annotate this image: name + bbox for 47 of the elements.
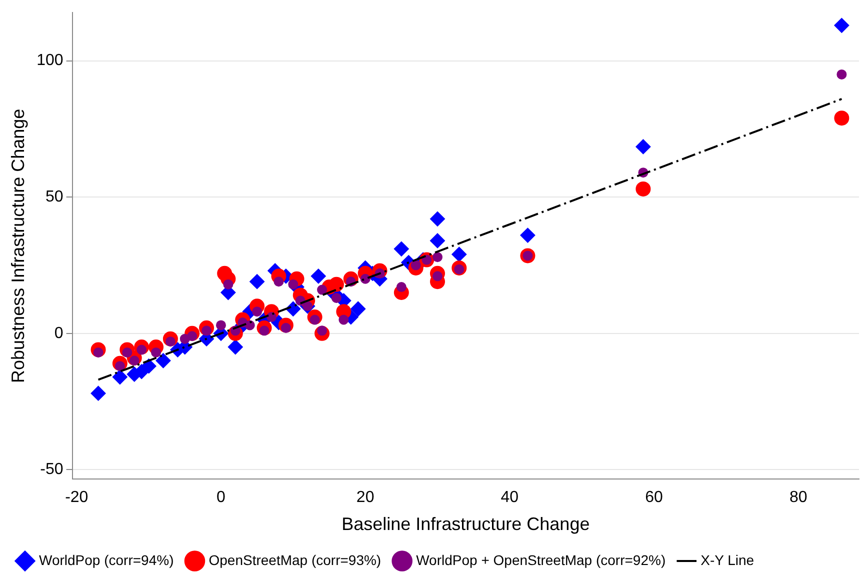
point xyxy=(636,181,651,196)
x-tick-label: 40 xyxy=(500,489,519,506)
point xyxy=(216,320,226,330)
y-tick-label: 100 xyxy=(36,52,64,70)
legend-label: X-Y Line xyxy=(700,552,754,568)
point xyxy=(156,353,171,368)
point xyxy=(151,347,162,358)
point xyxy=(310,268,326,284)
point xyxy=(331,292,342,303)
point xyxy=(180,334,190,344)
point xyxy=(834,18,850,33)
legend-label: WorldPop + OpenStreetMap (corr=92%) xyxy=(416,552,666,568)
point xyxy=(396,282,406,292)
point xyxy=(288,279,298,290)
y-tick-label: 50 xyxy=(46,188,64,206)
point xyxy=(430,233,445,248)
legend-label: OpenStreetMap (corr=93%) xyxy=(208,552,382,568)
point xyxy=(452,246,467,262)
y-axis-title: Robustness Infrastructure Change xyxy=(8,108,28,383)
point xyxy=(834,110,850,126)
point xyxy=(228,340,243,355)
point xyxy=(252,306,262,317)
point xyxy=(90,386,106,401)
x-tick-label: 0 xyxy=(216,489,226,506)
point xyxy=(394,241,409,256)
point xyxy=(836,69,847,80)
x-tick-label: -20 xyxy=(65,489,88,506)
y-tick-label: -50 xyxy=(40,461,64,478)
x-tick-label: 60 xyxy=(645,489,664,506)
point xyxy=(250,274,265,290)
legend-label: WorldPop (corr=94%) xyxy=(39,552,174,568)
point xyxy=(112,369,128,384)
point xyxy=(223,279,234,290)
point xyxy=(520,228,536,243)
point xyxy=(317,284,328,295)
point xyxy=(350,301,366,316)
y-tick-label: 0 xyxy=(54,324,64,342)
point xyxy=(244,320,255,330)
x-tick-label: 20 xyxy=(356,489,374,506)
point xyxy=(338,314,349,325)
x-tick-label: 80 xyxy=(789,489,808,506)
point xyxy=(430,211,445,226)
point xyxy=(636,139,651,154)
x-axis-title: Baseline Infrastructure Change xyxy=(342,514,590,534)
point xyxy=(274,276,284,287)
point xyxy=(328,276,344,292)
point xyxy=(432,252,442,262)
